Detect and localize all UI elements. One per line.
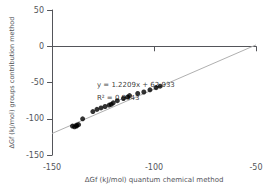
svg-text:-50: -50 xyxy=(249,163,262,172)
svg-text:50: 50 xyxy=(34,6,44,15)
svg-text:ΔGf (kJ/mol) groups contributi: ΔGf (kJ/mol) groups contribution method xyxy=(8,17,16,149)
svg-text:-150: -150 xyxy=(43,163,61,172)
svg-text:0: 0 xyxy=(39,42,44,51)
svg-text:-150: -150 xyxy=(26,151,44,160)
svg-text:ΔGf (kJ/mol) quantum chemical: ΔGf (kJ/mol) quantum chemical method xyxy=(85,176,224,184)
svg-text:-100: -100 xyxy=(26,114,44,123)
svg-text:-50: -50 xyxy=(31,78,44,87)
svg-text:R² = 0.9443: R² = 0.9443 xyxy=(97,94,139,102)
svg-text:y = 1.2209x + 62.933: y = 1.2209x + 62.933 xyxy=(97,81,175,89)
svg-text:-100: -100 xyxy=(145,163,163,172)
